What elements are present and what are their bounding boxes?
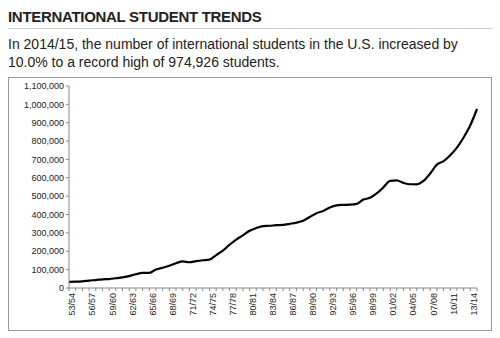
svg-text:53/54: 53/54: [67, 293, 77, 316]
svg-text:56/57: 56/57: [87, 293, 97, 316]
svg-text:500,000: 500,000: [31, 191, 64, 201]
svg-text:77/78: 77/78: [228, 293, 238, 316]
svg-text:400,000: 400,000: [31, 210, 64, 220]
svg-text:80/81: 80/81: [248, 293, 258, 316]
html-text:INTERNATIONAL STUDENT TRENDS: INTERNATIONAL STUDENT TRENDS: [8, 8, 262, 25]
svg-text:1,100,000: 1,100,000: [24, 81, 64, 91]
svg-text:300,000: 300,000: [31, 228, 64, 238]
svg-text:900,000: 900,000: [31, 118, 64, 128]
svg-text:68/69: 68/69: [168, 293, 178, 316]
svg-text:95/96: 95/96: [348, 293, 358, 316]
svg-text:59/60: 59/60: [108, 293, 118, 316]
svg-text:86/87: 86/87: [288, 293, 298, 316]
svg-text:1,000,000: 1,000,000: [24, 100, 64, 110]
svg-text:01/02: 01/02: [388, 293, 398, 316]
svg-text:700,000: 700,000: [31, 155, 64, 165]
html-text:In 2014/15, the number of inte: In 2014/15, the number of international …: [8, 36, 458, 70]
svg-text:10/11: 10/11: [449, 293, 459, 315]
svg-text:65/66: 65/66: [148, 293, 158, 316]
svg-text:74/75: 74/75: [208, 293, 218, 316]
svg-text:98/99: 98/99: [368, 293, 378, 316]
svg-text:07/08: 07/08: [429, 293, 439, 316]
svg-text:800,000: 800,000: [31, 136, 64, 146]
svg-text:83/84: 83/84: [268, 293, 278, 316]
svg-text:89/90: 89/90: [308, 293, 318, 316]
svg-text:600,000: 600,000: [31, 173, 64, 183]
svg-text:13/14: 13/14: [469, 293, 479, 316]
svg-text:04/05: 04/05: [409, 293, 419, 316]
svg-text:100,000: 100,000: [31, 265, 64, 275]
svg-text:92/93: 92/93: [328, 293, 338, 316]
svg-text:62/63: 62/63: [128, 293, 138, 316]
svg-text:200,000: 200,000: [31, 246, 64, 256]
svg-text:71/72: 71/72: [188, 293, 198, 316]
svg-text:0: 0: [59, 283, 64, 293]
